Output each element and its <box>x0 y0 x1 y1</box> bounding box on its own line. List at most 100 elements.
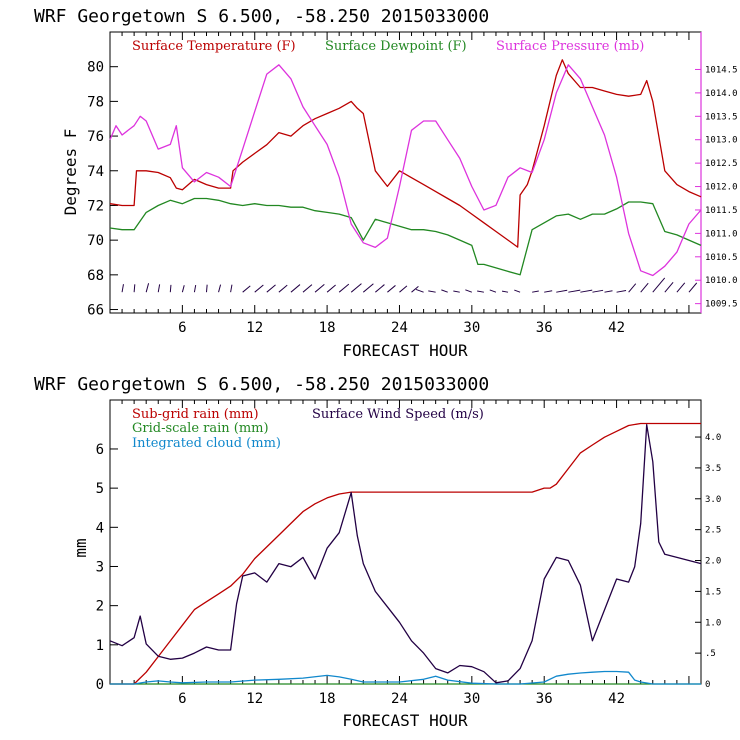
y2-tick-label: 1011.5 <box>705 206 738 216</box>
wind-barb <box>676 282 686 293</box>
panel-title: WRF Georgetown S 6.500, -58.250 20150330… <box>34 6 489 27</box>
x-tick-label: 24 <box>391 320 408 336</box>
y-tick-label: 78 <box>87 94 104 110</box>
y2-tick-label: 0 <box>705 680 710 690</box>
y-axis: 0 1 2 3 4 5 6 <box>96 442 118 693</box>
wind-barb <box>205 284 208 293</box>
y-tick-label: 72 <box>87 198 104 214</box>
wind-barb <box>387 285 396 293</box>
wind-barb <box>604 290 613 293</box>
x-tick-label: 12 <box>246 320 263 336</box>
temperature-line <box>109 59 702 248</box>
y2-tick-label: 1014.0 <box>705 89 738 99</box>
dewpoint-line <box>109 197 702 276</box>
wind-barb <box>664 281 674 293</box>
wind-barb <box>489 289 497 293</box>
wind-barb <box>415 288 424 293</box>
wind-barb <box>453 290 460 293</box>
wind-barb <box>254 284 264 293</box>
y2-tick-label: 1.0 <box>705 618 721 628</box>
y-tick-label: 2 <box>96 599 104 615</box>
wind-speed-line <box>109 424 702 684</box>
wind-barb <box>441 289 448 293</box>
wind-barb <box>465 289 473 293</box>
x-tick-label: 30 <box>463 320 480 336</box>
x-tick-label: 6 <box>178 691 186 707</box>
x-tick-label: 18 <box>319 691 336 707</box>
wind-barb <box>290 284 301 293</box>
wind-barb <box>242 285 251 293</box>
y2-tick-label: 1012.5 <box>705 159 738 169</box>
wind-y-axis: 0 .5 1.0 1.5 2.0 2.5 3.0 3.5 4.0 <box>695 433 721 690</box>
wind-barb <box>218 284 222 293</box>
wind-barb <box>278 284 288 293</box>
wind-barb <box>230 284 233 293</box>
y-tick-label: 6 <box>96 442 104 458</box>
wind-barb <box>169 284 172 293</box>
y2-tick-label: 1014.5 <box>705 65 738 75</box>
subgrid-rain-line <box>110 422 701 685</box>
wind-barb <box>314 283 325 293</box>
y-tick-label: 1 <box>96 638 104 654</box>
legend-wind-speed: Surface Wind Speed (m/s) <box>312 407 484 422</box>
x-axis: 6 12 18 24 30 36 42 <box>121 400 690 707</box>
x-tick-label: 24 <box>391 691 408 707</box>
wind-barb <box>514 289 521 293</box>
y-tick-label: 5 <box>96 481 104 497</box>
legend-integrated-cloud: Integrated cloud (mm) <box>132 436 281 451</box>
wind-barbs <box>121 277 698 293</box>
legend-dewpoint: Surface Dewpoint (F) <box>325 39 467 54</box>
wind-barb <box>193 284 197 293</box>
y2-tick-label: 2.0 <box>705 557 721 567</box>
precipitation-panel: WRF Georgetown S 6.500, -58.250 20150330… <box>34 374 721 730</box>
wind-barb <box>640 282 649 293</box>
wind-barb <box>688 282 698 293</box>
wind-barb <box>338 283 350 293</box>
y-tick-label: 66 <box>87 303 104 319</box>
y2-tick-label: 1010.5 <box>705 253 738 263</box>
x-tick-label: 42 <box>608 320 625 336</box>
wind-barb <box>266 284 276 293</box>
y-tick-label: 68 <box>87 268 104 284</box>
pressure-y-axis: 1009.5 1010.0 1010.5 1011.0 1011.5 1012.0 1012… <box>695 65 738 310</box>
wind-barb <box>652 277 666 293</box>
x-tick-label: 36 <box>536 691 553 707</box>
legend-gridscale-rain: Grid-scale rain (mm) <box>132 421 269 436</box>
y-axis-title: Degrees F <box>61 129 80 216</box>
wind-barb <box>181 285 185 293</box>
legend-pressure: Surface Pressure (mb) <box>496 39 644 54</box>
series-lines <box>109 422 702 685</box>
wind-barb <box>399 285 408 293</box>
wind-barb <box>580 289 593 293</box>
x-tick-label: 36 <box>536 320 553 336</box>
y-tick-label: 0 <box>96 677 104 693</box>
y-axis: 66 68 70 72 74 76 78 80 <box>87 60 118 319</box>
y-tick-label: 70 <box>87 233 104 249</box>
x-tick-label: 6 <box>178 320 186 336</box>
wind-barb <box>326 284 336 293</box>
x-tick-label: 18 <box>319 320 336 336</box>
legend-subgrid-rain: Sub-grid rain (mm) <box>132 407 259 422</box>
y-tick-label: 80 <box>87 60 104 76</box>
y-tick-label: 4 <box>96 520 104 536</box>
wind-barb <box>628 283 637 293</box>
y2-tick-label: 2.5 <box>705 526 721 536</box>
legend-temperature: Surface Temperature (F) <box>132 39 296 54</box>
y-tick-label: 76 <box>87 129 104 145</box>
series-lines <box>109 59 702 277</box>
wind-barb <box>556 289 568 293</box>
panel-title: WRF Georgetown S 6.500, -58.250 20150330… <box>34 374 489 395</box>
wind-barb <box>428 290 436 293</box>
wind-barb <box>501 290 509 293</box>
x-axis: 6 12 18 24 30 36 42 <box>121 32 690 336</box>
x-tick-label: 42 <box>608 691 625 707</box>
y-tick-label: 3 <box>96 559 104 575</box>
x-axis-title: FORECAST HOUR <box>342 711 468 730</box>
wind-barb <box>362 283 374 293</box>
x-tick-label: 30 <box>463 691 480 707</box>
y2-tick-label: 3.5 <box>705 464 721 474</box>
wind-barb <box>616 290 627 293</box>
y2-tick-label: 1013.5 <box>705 112 738 122</box>
plot-frame <box>109 31 702 314</box>
y-tick-label: 74 <box>87 164 104 180</box>
